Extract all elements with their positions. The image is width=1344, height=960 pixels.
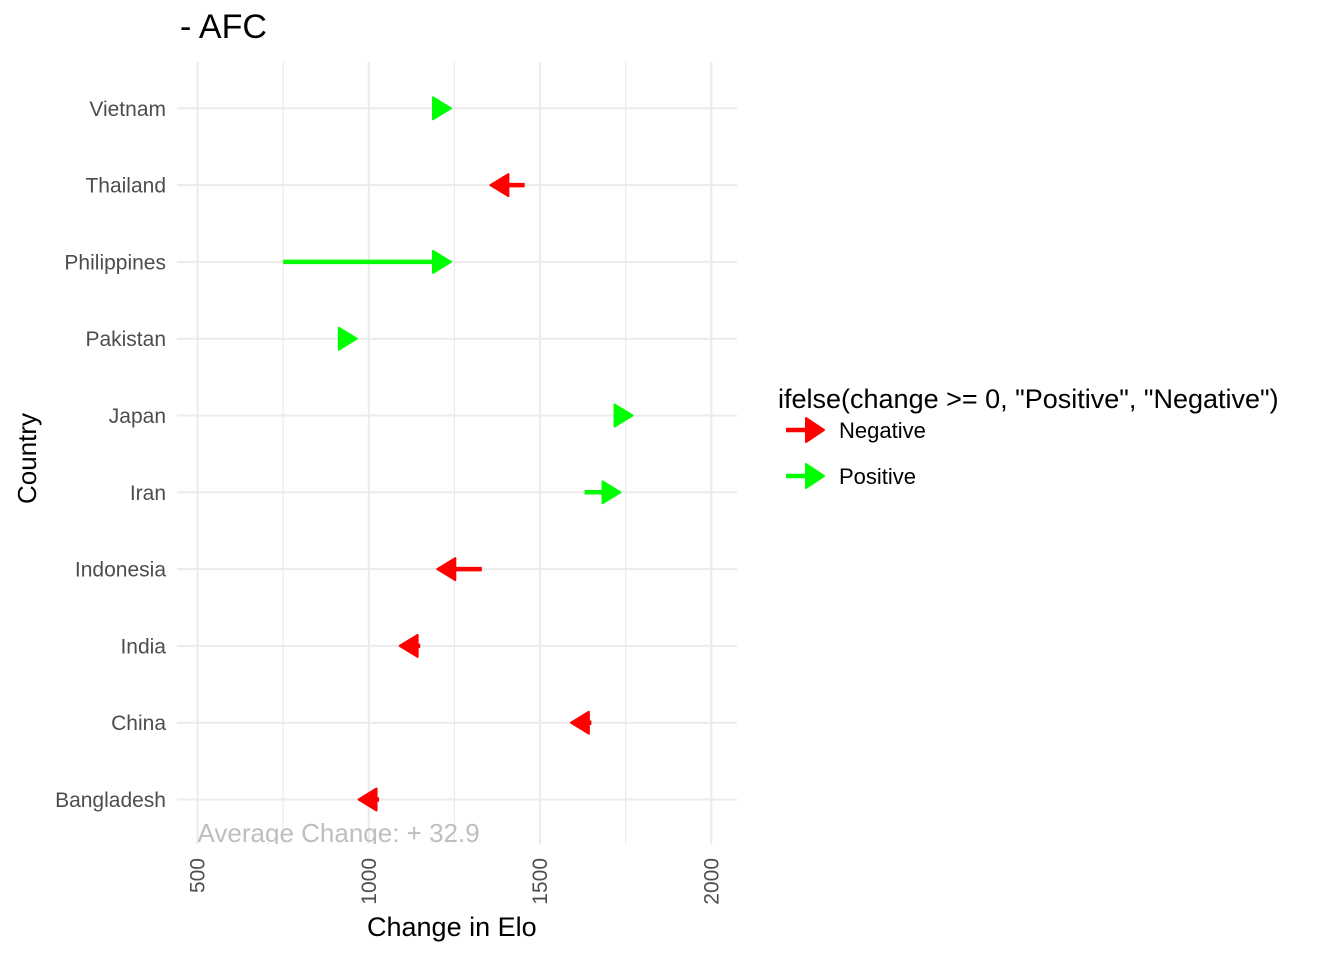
- arrow-head: [436, 557, 457, 582]
- arrow-mark: [613, 403, 634, 428]
- arrow-mark: [337, 326, 358, 351]
- arrow-mark: [357, 787, 380, 812]
- y-axis-label: Country: [12, 412, 42, 504]
- y-tick-label: Indonesia: [75, 559, 166, 582]
- arrow-head: [432, 249, 453, 274]
- y-tick-labels: Bangladesh China India Indonesia Iran Japan Pa…: [55, 98, 166, 812]
- average-change-annotation: Average Change: + 32.9: [198, 818, 480, 848]
- legend-label-positive: Positive: [839, 464, 917, 489]
- x-tick-labels: 500 1000 1500 2000: [187, 858, 724, 905]
- legend-title: ifelse(change >= 0, "Positive", "Negativ…: [778, 384, 1279, 414]
- y-tick-label: Pakistan: [85, 328, 166, 351]
- y-tick-label: Bangladesh: [55, 789, 166, 812]
- arrow-mark: [569, 710, 592, 735]
- y-tick-label: India: [120, 635, 166, 658]
- x-axis-label: Change in Elo: [367, 912, 537, 942]
- y-tick-label: Thailand: [85, 175, 166, 198]
- x-tick-label: 500: [187, 858, 210, 893]
- legend: ifelse(change >= 0, "Positive", "Negativ…: [778, 384, 1279, 507]
- arrow-head: [489, 173, 510, 198]
- x-tick-label: 2000: [700, 858, 723, 905]
- arrow-mark: [398, 633, 421, 658]
- y-tick-label: China: [111, 712, 166, 735]
- arrows: [283, 96, 634, 812]
- arrow-head: [357, 787, 378, 812]
- chart-title: - AFC: [180, 8, 267, 46]
- grid-lines: [177, 62, 737, 844]
- arrow-mark: [489, 173, 525, 198]
- annotation-layer: Average Change: + 32.9: [198, 818, 480, 848]
- legend-item-negative: Negative: [778, 415, 1279, 461]
- legend-key-positive-arrow-icon: [786, 463, 825, 489]
- arrow-mark: [283, 249, 453, 274]
- arrow-head: [613, 403, 634, 428]
- y-tick-label: Japan: [109, 405, 166, 428]
- legend-label-negative: Negative: [839, 418, 926, 443]
- y-tick-label: Iran: [130, 482, 166, 505]
- arrow-head: [432, 96, 453, 121]
- legend-item-positive: Positive: [778, 461, 1279, 507]
- y-tick-label: Vietnam: [89, 98, 166, 121]
- x-tick-label: 1000: [358, 858, 381, 905]
- arrow-head: [601, 480, 622, 505]
- legend-key-negative-arrow-icon: [786, 417, 825, 443]
- arrow-head: [398, 633, 419, 658]
- arrow-mark: [432, 96, 453, 121]
- arrow-head: [569, 710, 590, 735]
- x-tick-label: 1500: [529, 858, 552, 905]
- y-tick-label: Philippines: [64, 251, 166, 274]
- arrow-mark: [436, 557, 482, 582]
- arrow-head: [337, 326, 358, 351]
- arrow-mark: [584, 480, 622, 505]
